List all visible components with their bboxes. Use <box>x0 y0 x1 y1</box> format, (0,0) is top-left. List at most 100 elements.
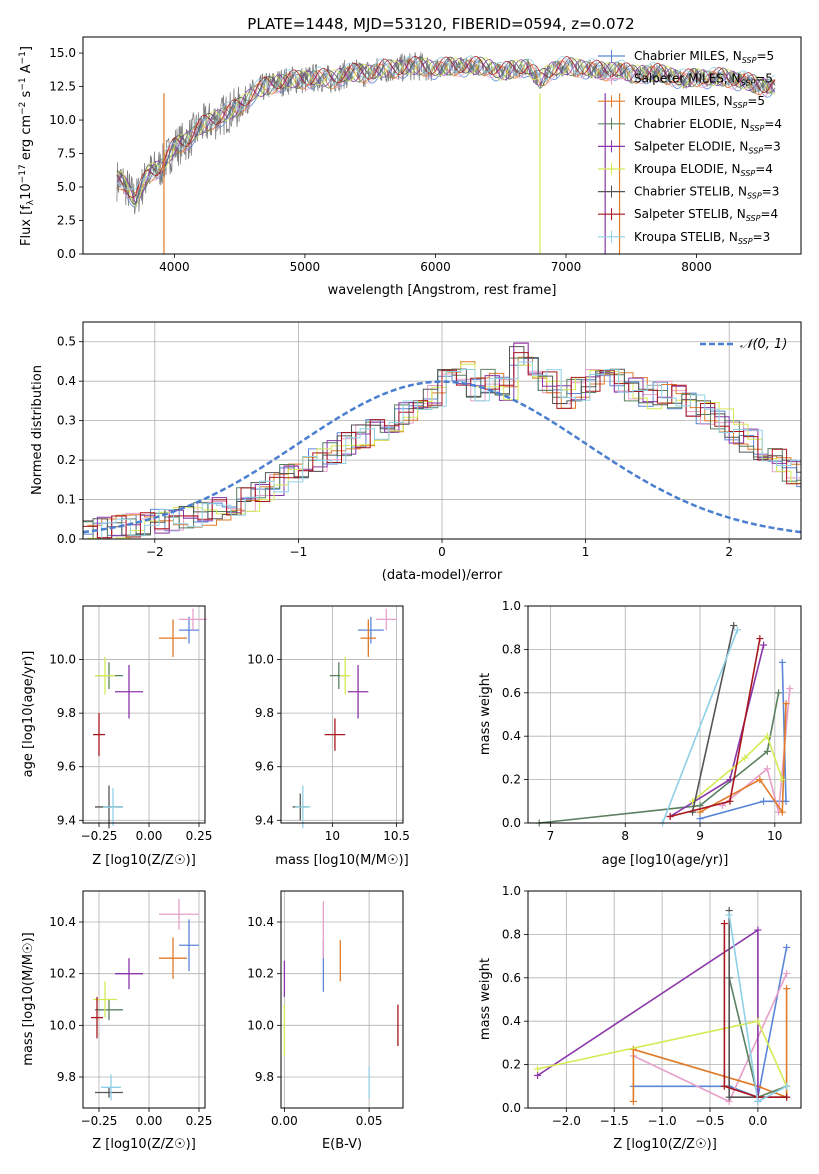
y-tick-label: 0.0 <box>502 1101 521 1115</box>
mass-weight-line <box>723 923 787 1098</box>
y-tick-label: 7.5 <box>57 147 76 161</box>
residual-legend: 𝒩(0, 1) <box>700 337 787 352</box>
y-tick-label: 0.0 <box>57 247 76 261</box>
y-tick-label: 15.0 <box>49 46 76 60</box>
x-tick-label: 0 <box>438 545 446 559</box>
y-tick-label: 9.4 <box>255 813 274 827</box>
x-tick-label: 0.05 <box>356 1114 383 1128</box>
y-tick-label: 10.0 <box>247 1018 274 1032</box>
y-tick-label: 10.2 <box>49 967 76 981</box>
massZ-xlabel: Z [log10(Z/Z☉)] <box>92 1137 196 1152</box>
residual-panel: −2 −1 0 1 2 0.0 0.1 0.2 0.3 0.4 0.5 (data-model)/e… <box>30 321 802 583</box>
x-tick-label: −1 <box>290 545 308 559</box>
legend-entry: Kroupa MILES, NSSP=5 <box>634 94 765 110</box>
model-spectrum-line <box>116 55 776 198</box>
legend-entry: Chabrier MILES, NSSP=5 <box>634 49 774 65</box>
y-tick-label: 10.0 <box>49 653 76 667</box>
ageZ-xlabel: Z [log10(Z/Z☉)] <box>92 853 196 868</box>
data-spectrum-line <box>116 52 776 215</box>
massweight-vs-Z-panel: −2.0 −1.5 −1.0 −0.5 0.0 0.0 0.2 0.4 0.6 0.8 1.0 <box>502 884 802 1128</box>
y-tick-label: 0.8 <box>502 927 521 941</box>
spectrum-panel: PLATE=1448, MJD=53120, FIBERID=0594, z=0… <box>18 15 802 298</box>
x-tick-label: 8000 <box>681 260 712 274</box>
y-tick-label: 1.0 <box>502 884 521 898</box>
x-tick-label: 9 <box>696 829 704 843</box>
y-tick-label: 10.4 <box>247 915 274 929</box>
spectrum-xlabel: wavelength [Angstrom, rest frame] <box>328 283 557 298</box>
y-tick-label: 10.0 <box>247 653 274 667</box>
mwAge-xlabel: age [log10(age/yr)] <box>602 853 729 868</box>
mwZ-ylabel: mass weight <box>478 958 493 1040</box>
legend-entry: Chabrier ELODIE, NSSP=4 <box>634 117 782 133</box>
age-vs-Z-panel: −0.25 0.00 0.25 9.4 9.6 9.8 10.0 <box>49 605 213 843</box>
plot-frame <box>280 890 404 1109</box>
plot-frame <box>527 890 802 1109</box>
histogram-line <box>83 352 802 539</box>
ageM-xlabel: mass [log10(M/M☉)] <box>275 853 408 868</box>
y-tick-label: 0.2 <box>57 453 76 467</box>
y-tick-label: 12.5 <box>49 80 76 94</box>
mwZ-xlabel: Z [log10(Z/Z☉)] <box>613 1137 717 1152</box>
x-tick-label: −0.5 <box>695 1114 724 1128</box>
y-tick-label: 9.6 <box>255 760 274 774</box>
y-tick-label: 0.4 <box>57 374 76 388</box>
legend-entry: Salpeter ELODIE, NSSP=3 <box>634 139 781 155</box>
x-tick-label: 0.0 <box>748 1114 767 1128</box>
y-tick-label: 0.1 <box>57 493 76 507</box>
x-tick-label: −0.25 <box>81 1114 118 1128</box>
legend-entry: Salpeter STELIB, NSSP=4 <box>634 207 778 223</box>
mass-weight-line <box>691 734 784 802</box>
x-tick-label: 8 <box>621 829 629 843</box>
model-spectrum-line <box>116 59 776 194</box>
x-tick-label: 10 <box>767 829 782 843</box>
svg-text:Flux [fλ10−17 erg cm−2 s−1 A−1: Flux [fλ10−17 erg cm−2 s−1 A−1] <box>18 46 36 246</box>
spectrum-ylabel: Flux [fλ10−17 erg cm−2 s−1 A−1] <box>18 46 36 246</box>
spectrum-legend: Chabrier MILES, NSSP=5 Salpeter MILES, NS… <box>598 49 782 246</box>
y-tick-label: 9.8 <box>57 1070 76 1084</box>
y-tick-label: 10.4 <box>49 915 76 929</box>
x-tick-label: 0.00 <box>136 1114 163 1128</box>
model-spectrum-line <box>116 55 775 190</box>
plot-frame <box>82 890 206 1109</box>
plot-frame <box>280 605 404 824</box>
y-tick-label: 0.2 <box>502 773 521 787</box>
x-tick-label: −2 <box>146 545 164 559</box>
plot-frame <box>527 605 802 824</box>
legend-entry: Kroupa STELIB, NSSP=3 <box>634 230 770 246</box>
y-tick-label: 9.8 <box>255 706 274 720</box>
legend-entry: Kroupa ELODIE, NSSP=4 <box>634 162 773 178</box>
histogram-line <box>83 346 801 536</box>
y-tick-label: 0.0 <box>57 532 76 546</box>
x-tick-label: 0.25 <box>186 829 213 843</box>
x-tick-label: −0.25 <box>81 829 118 843</box>
x-tick-label: 6000 <box>420 260 451 274</box>
mass-weight-line <box>661 629 739 824</box>
legend-entry: Salpeter MILES, NSSP=5 <box>634 72 773 88</box>
x-tick-label: 7000 <box>551 260 582 274</box>
y-tick-label: 9.4 <box>57 813 76 827</box>
y-tick-label: 0.5 <box>57 335 76 349</box>
y-tick-label: 0.6 <box>502 971 521 985</box>
y-tick-label: 10.0 <box>49 113 76 127</box>
normal-label: 𝒩(0, 1) <box>740 337 787 352</box>
mwAge-ylabel: mass weight <box>478 673 493 755</box>
massE-xlabel: E(B-V) <box>322 1137 362 1152</box>
x-tick-label: 2 <box>725 545 733 559</box>
massZ-ylabel: mass [log10(M/M☉)] <box>21 932 36 1065</box>
x-tick-label: 4000 <box>159 260 190 274</box>
x-tick-label: 0.00 <box>271 1114 298 1128</box>
residual-xlabel: (data-model)/error <box>382 568 503 583</box>
mass-weight-line <box>699 703 787 815</box>
y-tick-label: 9.8 <box>255 1070 274 1084</box>
massweight-vs-age-panel: 7 8 9 10 0.0 0.2 0.4 0.6 0.8 1.0 <box>502 599 802 843</box>
y-tick-label: 0.0 <box>502 816 521 830</box>
y-tick-label: 2.5 <box>57 214 76 228</box>
y-tick-label: 0.6 <box>502 686 521 700</box>
spectrum-title: PLATE=1448, MJD=53120, FIBERID=0594, z=0… <box>247 15 634 33</box>
age-vs-mass-panel: 10 10.5 9.4 9.6 9.8 10.0 <box>247 605 410 843</box>
legend-entry: Chabrier STELIB, NSSP=3 <box>634 185 779 201</box>
y-tick-label: 5.0 <box>57 180 76 194</box>
model-spectrum-line <box>116 57 776 204</box>
spectrum-lines <box>116 52 776 254</box>
